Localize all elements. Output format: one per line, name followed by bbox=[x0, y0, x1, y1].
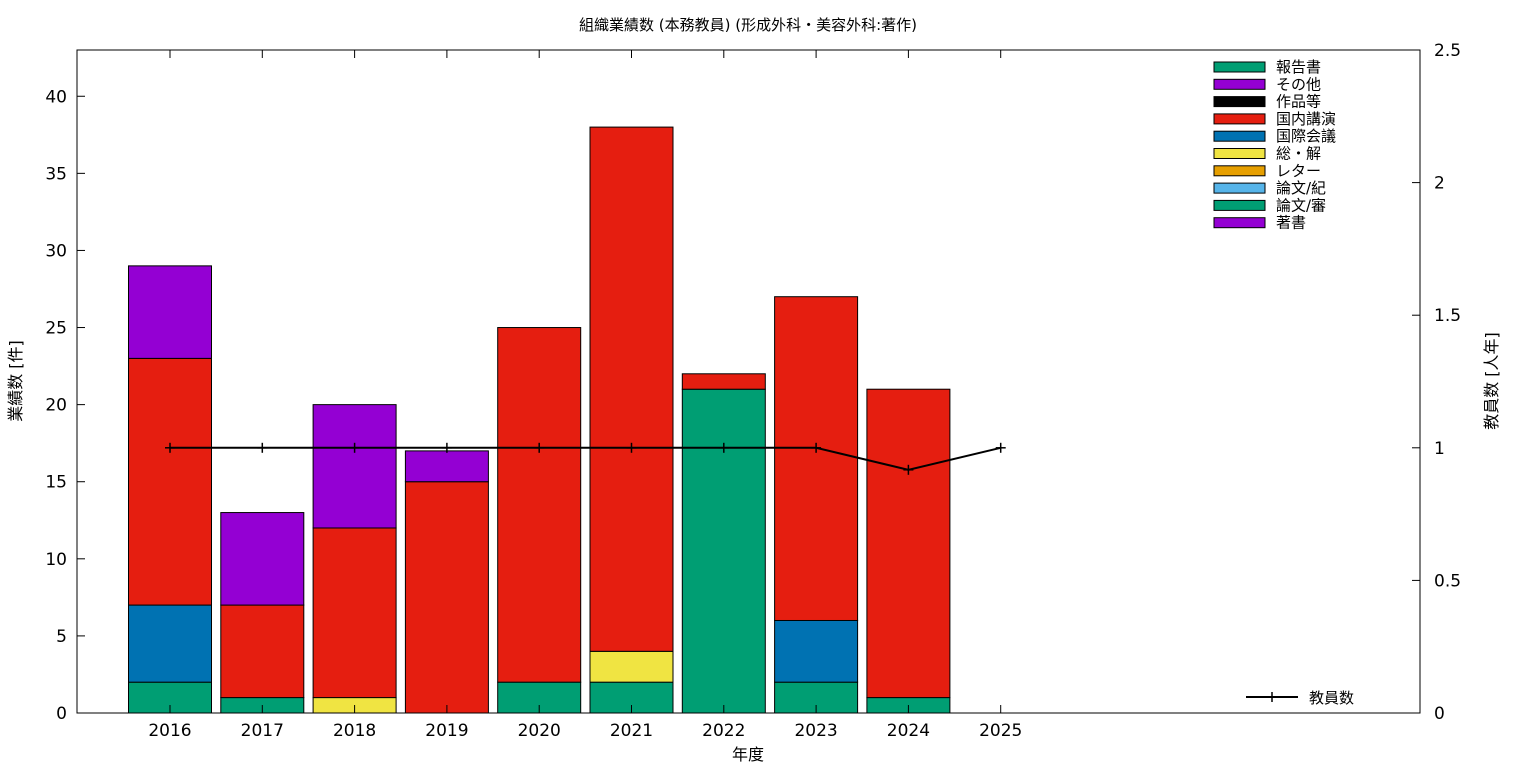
legend-swatch bbox=[1213, 217, 1266, 229]
x-tick-label: 2021 bbox=[610, 721, 653, 741]
bar-segment bbox=[681, 388, 766, 714]
legend-label: 論文/審 bbox=[1276, 196, 1326, 214]
line-legend-label: 教員数 bbox=[1309, 689, 1354, 707]
bar-segment bbox=[497, 327, 582, 683]
x-tick-label: 2023 bbox=[794, 721, 837, 741]
legend-swatch bbox=[1213, 78, 1266, 90]
y-tick-label: 0 bbox=[56, 704, 67, 724]
legend-swatch bbox=[1213, 165, 1266, 177]
legend-label: レター bbox=[1276, 162, 1321, 180]
legend-swatch bbox=[1213, 130, 1266, 142]
y2-tick-label: 0.5 bbox=[1434, 571, 1461, 591]
legend-swatch bbox=[1213, 96, 1266, 108]
x-tick-label: 2025 bbox=[979, 721, 1022, 741]
bar-segment bbox=[220, 604, 305, 699]
y2-tick-label: 2 bbox=[1434, 174, 1445, 194]
legend-swatch bbox=[1213, 148, 1266, 159]
bar-segment bbox=[404, 450, 489, 483]
y-tick-label: 35 bbox=[45, 164, 67, 184]
y-axis: 0 5 10 15 20 25 30 35 40 bbox=[45, 87, 85, 724]
y2-tick-label: 1 bbox=[1434, 439, 1445, 459]
legend-label: 作品等 bbox=[1276, 93, 1321, 111]
legend-label: 著書 bbox=[1276, 214, 1306, 232]
x-axis: 2016 2017 2018 2019 2020 2021 2022 2023 2024 2025 bbox=[148, 50, 1022, 741]
bar-segment bbox=[128, 604, 212, 683]
y-tick-label: 10 bbox=[45, 550, 67, 570]
legend-label: 論文/紀 bbox=[1276, 179, 1326, 197]
x-tick-label: 2018 bbox=[333, 721, 376, 741]
y2-tick-label: 2.5 bbox=[1434, 41, 1461, 61]
x-tick-label: 2024 bbox=[887, 721, 930, 741]
bar-segment bbox=[866, 388, 951, 699]
legend-label: 報告書 bbox=[1276, 58, 1321, 76]
bars-layer bbox=[128, 126, 951, 714]
x-tick-label: 2017 bbox=[241, 721, 284, 741]
line-layer bbox=[165, 442, 1006, 475]
y2-axis-label: 教員数 [人年] bbox=[1482, 332, 1501, 430]
y-tick-label: 25 bbox=[45, 319, 67, 339]
legend-label: 国内講演 bbox=[1276, 110, 1336, 128]
line-legend: 教員数 bbox=[1246, 689, 1354, 707]
y-tick-label: 20 bbox=[45, 396, 67, 416]
bar-segment bbox=[774, 296, 859, 621]
y-tick-label: 5 bbox=[56, 627, 67, 647]
legend-swatch bbox=[1213, 61, 1266, 73]
y-axis-label: 業績数 [件] bbox=[6, 340, 25, 422]
legend-swatch bbox=[1213, 113, 1266, 125]
x-tick-label: 2020 bbox=[518, 721, 561, 741]
y-tick-label: 30 bbox=[45, 241, 67, 261]
legend-label: その他 bbox=[1276, 75, 1321, 93]
y2-tick-label: 1.5 bbox=[1434, 306, 1461, 326]
y2-tick-label: 0 bbox=[1434, 704, 1445, 724]
bar-segment bbox=[774, 619, 859, 683]
bar-segment bbox=[220, 512, 305, 606]
legend-swatch bbox=[1213, 199, 1266, 211]
y-tick-label: 15 bbox=[45, 473, 67, 493]
x-tick-label: 2019 bbox=[425, 721, 468, 741]
bar-segment bbox=[128, 357, 212, 606]
bar-segment bbox=[312, 527, 397, 699]
bar-segment bbox=[312, 404, 397, 529]
bar-segment bbox=[404, 481, 489, 714]
chart-title: 組織業績数 (本務教員) (形成外科・美容外科:著作) bbox=[579, 16, 917, 34]
legend-label: 総・解 bbox=[1276, 145, 1321, 163]
legend-swatch bbox=[1213, 182, 1266, 194]
x-tick-label: 2022 bbox=[702, 721, 745, 741]
bar-segment bbox=[589, 650, 674, 683]
bar-segment bbox=[128, 265, 212, 359]
x-axis-label: 年度 bbox=[732, 745, 764, 764]
faculty-line bbox=[170, 446, 1001, 471]
bar-segment bbox=[681, 373, 766, 390]
y-tick-label: 40 bbox=[45, 87, 67, 107]
bar-segment bbox=[589, 126, 674, 652]
y2-axis: 0 0.5 1 1.5 2 2.5 bbox=[1412, 41, 1461, 724]
x-tick-label: 2016 bbox=[148, 721, 191, 741]
legend-label: 国際会議 bbox=[1276, 127, 1336, 145]
